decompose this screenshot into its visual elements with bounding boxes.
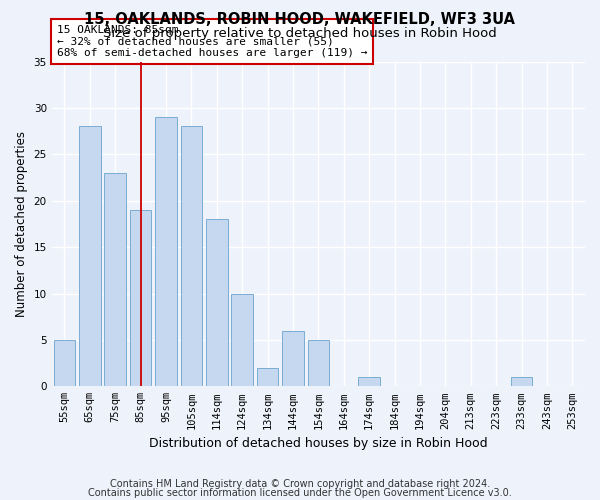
Bar [53, 340, 75, 386]
Bar [511, 377, 532, 386]
Bar [155, 117, 177, 386]
Text: 15 OAKLANDS: 85sqm
← 32% of detached houses are smaller (55)
68% of semi-detache: 15 OAKLANDS: 85sqm ← 32% of detached hou… [57, 25, 367, 58]
Bar [257, 368, 278, 386]
Bar [104, 173, 126, 386]
Bar [79, 126, 101, 386]
Text: Contains HM Land Registry data © Crown copyright and database right 2024.: Contains HM Land Registry data © Crown c… [110, 479, 490, 489]
Text: Contains public sector information licensed under the Open Government Licence v3: Contains public sector information licen… [88, 488, 512, 498]
Bar [282, 330, 304, 386]
Bar [130, 210, 151, 386]
X-axis label: Distribution of detached houses by size in Robin Hood: Distribution of detached houses by size … [149, 437, 488, 450]
Bar [181, 126, 202, 386]
Text: Size of property relative to detached houses in Robin Hood: Size of property relative to detached ho… [103, 28, 497, 40]
Bar [232, 294, 253, 386]
Bar [308, 340, 329, 386]
Bar [206, 220, 227, 386]
Bar [358, 377, 380, 386]
Y-axis label: Number of detached properties: Number of detached properties [15, 131, 28, 317]
Text: 15, OAKLANDS, ROBIN HOOD, WAKEFIELD, WF3 3UA: 15, OAKLANDS, ROBIN HOOD, WAKEFIELD, WF3… [85, 12, 515, 28]
